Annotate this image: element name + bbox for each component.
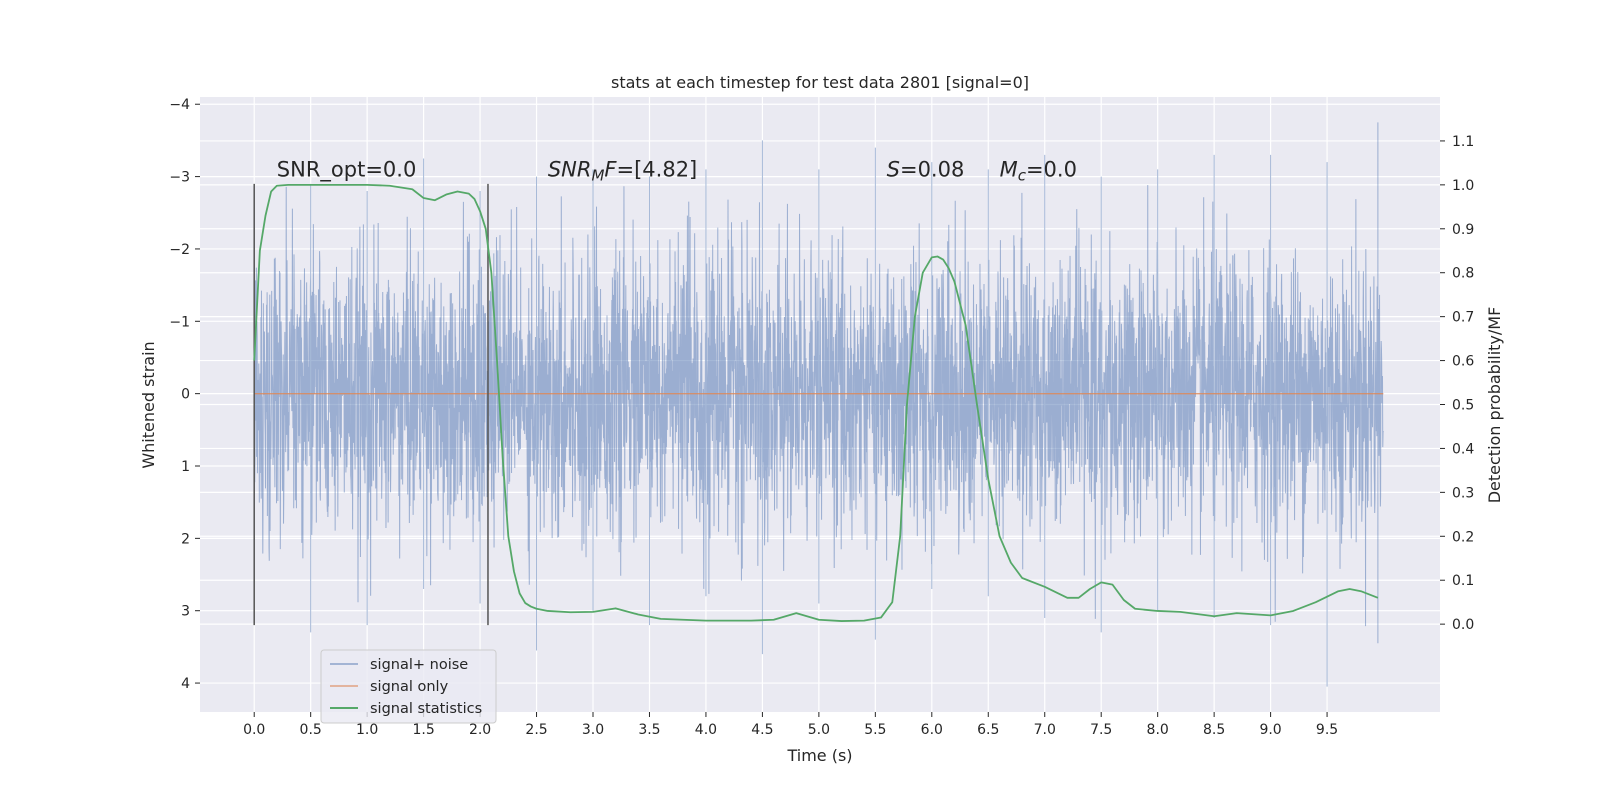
- annotation-part: SNR_opt=0.0: [277, 158, 417, 183]
- y2-tick-label: 1.0: [1452, 178, 1474, 194]
- x-tick-label: 9.5: [1316, 722, 1338, 738]
- y2-tick-label: 0.6: [1452, 354, 1474, 370]
- y-tick-label: −4: [169, 97, 190, 113]
- y2-tick-label: 0.4: [1452, 441, 1474, 457]
- annotation-part: F: [604, 158, 617, 182]
- annotation-label: SNR_opt=0.0: [277, 158, 417, 183]
- x-tick-label: 3.5: [638, 722, 660, 738]
- chart-title: stats at each timestep for test data 280…: [611, 73, 1029, 92]
- signal-statistics-line: [253, 183, 1379, 622]
- annotation-label: Mc=0.0: [1000, 158, 1077, 185]
- y-axis-ticks: 4 3 2 1 0 −1 −2 −3 −4: [169, 97, 200, 692]
- y-tick-label: −1: [169, 314, 190, 330]
- y-tick-label: 4: [181, 676, 190, 692]
- legend-label-signal-statistics: signal statistics: [370, 701, 482, 717]
- annotation-part: SNR: [548, 158, 592, 182]
- legend-label-signal-only: signal only: [370, 679, 449, 695]
- y-tick-label: −3: [169, 170, 190, 186]
- series-signal-statistics: [253, 183, 1379, 622]
- x-tick-label: 6.0: [921, 722, 943, 738]
- x-tick-label: 0.5: [300, 722, 322, 738]
- legend-box: [320, 649, 497, 724]
- x-tick-label: 2.0: [469, 722, 491, 738]
- annotation-part: =0.0: [1026, 158, 1077, 182]
- y2-tick-label: 0.1: [1452, 573, 1474, 589]
- y2-tick-label: 0.7: [1452, 310, 1474, 326]
- annotation-part: M: [591, 167, 604, 185]
- y-tick-label: −2: [169, 242, 190, 258]
- y-tick-label: 0: [181, 387, 190, 403]
- x-tick-label: 0.0: [243, 722, 265, 738]
- x-tick-label: 8.5: [1203, 722, 1225, 738]
- x-tick-label: 4.5: [751, 722, 773, 738]
- x-tick-label: 6.5: [977, 722, 999, 738]
- annotation-part: =0.08: [900, 158, 964, 182]
- x-axis-ticks: 0.0 0.5 1.0 1.5 2.0 2.5 3.0 3.5 4.0 4.5 5.0 5.5 6.0 6…: [243, 712, 1338, 738]
- legend-label-signal-noise: signal+ noise: [370, 657, 468, 673]
- x-tick-label: 7.0: [1034, 722, 1056, 738]
- y2-tick-label: 0.2: [1452, 529, 1474, 545]
- legend: signal+ noise signal only signal statist…: [320, 649, 497, 724]
- x-tick-label: 5.0: [808, 722, 830, 738]
- x-tick-label: 4.0: [695, 722, 717, 738]
- x-tick-label: 2.5: [525, 722, 547, 738]
- annotation-part: =[4.82]: [617, 158, 698, 182]
- x-tick-label: 8.0: [1147, 722, 1169, 738]
- annotations: SNR_opt=0.0 SNRMF=[4.82] S=0.08 Mc=0.0: [277, 158, 1077, 185]
- marker-lines: [253, 183, 489, 626]
- y2-axis-label: Detection probability/MF: [1485, 307, 1504, 504]
- y2-tick-label: 0.8: [1452, 266, 1474, 282]
- x-tick-label: 1.0: [356, 722, 378, 738]
- annotation-label: SNRMF=[4.82]: [548, 158, 697, 185]
- y2-tick-label: 0.3: [1452, 485, 1474, 501]
- annotation-label: S=0.08: [887, 158, 965, 182]
- x-tick-label: 5.5: [864, 722, 886, 738]
- y2-tick-label: 0.0: [1452, 617, 1474, 633]
- y-tick-label: 2: [181, 531, 190, 547]
- x-tick-label: 9.0: [1259, 722, 1281, 738]
- y-tick-label: 1: [181, 459, 190, 475]
- y2-tick-label: 0.5: [1452, 398, 1474, 414]
- y2-axis-ticks: 0.0 0.1 0.2 0.3 0.4 0.5 0.6 0.7 0.8 0.9 1.0 1.1: [1440, 134, 1474, 633]
- annotation-part: S: [887, 158, 900, 182]
- x-tick-label: 3.0: [582, 722, 604, 738]
- x-tick-label: 1.5: [412, 722, 434, 738]
- x-axis-label: Time (s): [786, 746, 852, 765]
- y2-tick-label: 1.1: [1452, 134, 1474, 150]
- y-axis-label: Whitened strain: [139, 341, 158, 468]
- annotation-part: M: [1000, 158, 1018, 182]
- y-tick-label: 3: [181, 604, 190, 620]
- y2-tick-label: 0.9: [1452, 222, 1474, 238]
- x-tick-label: 7.5: [1090, 722, 1112, 738]
- annotation-part: c: [1018, 167, 1027, 185]
